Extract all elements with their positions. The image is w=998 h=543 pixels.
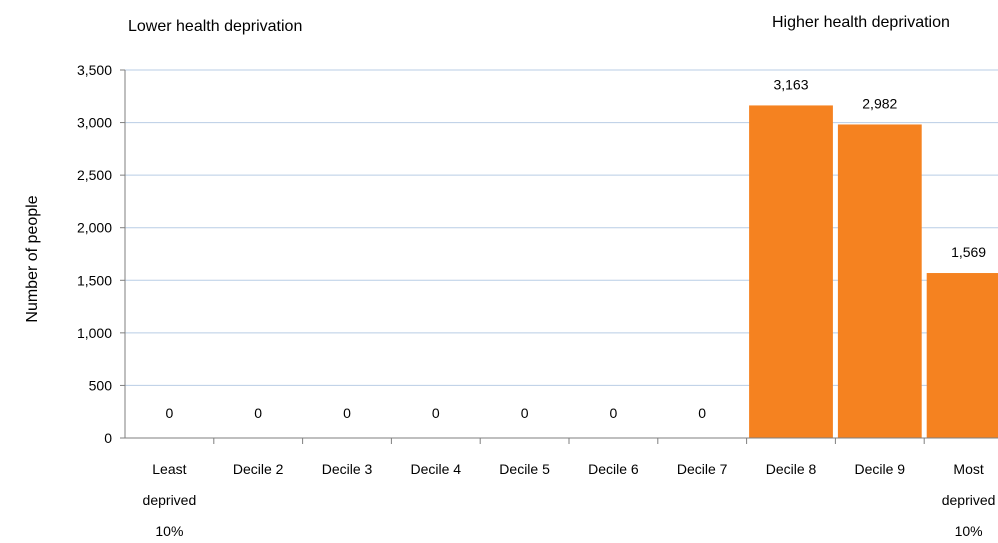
x-tick-label: deprived: [143, 492, 197, 508]
x-tick-label: Decile 8: [766, 461, 817, 477]
x-tick-label: Decile 6: [588, 461, 639, 477]
x-tick-label: Decile 2: [233, 461, 284, 477]
annotation-lower-deprivation: Lower health deprivation: [128, 18, 303, 35]
labels: 0 500 1,000 1,500 2,000 2,500 3,000 3,500 Number…: [24, 62, 995, 539]
x-tick-label: Decile 7: [677, 461, 728, 477]
data-label: 0: [432, 405, 440, 421]
data-label: 2,982: [862, 95, 897, 111]
x-tick-label: Decile 4: [411, 461, 462, 477]
data-label: 0: [698, 405, 706, 421]
y-tick-label: 2,000: [77, 220, 112, 236]
x-tick-label: Most: [953, 461, 983, 477]
bars: [749, 105, 998, 439]
y-tick-label: 0: [104, 430, 112, 446]
x-tick-label: 10%: [955, 523, 983, 539]
y-tick-label: 3,000: [77, 115, 112, 131]
x-tick-label: Decile 9: [855, 461, 906, 477]
y-tick-label: 1,000: [77, 325, 112, 341]
bar: [749, 105, 833, 439]
data-label: 0: [254, 405, 262, 421]
data-label: 3,163: [773, 76, 808, 92]
y-tick-label: 1,500: [77, 272, 112, 288]
x-tick-label: 10%: [155, 523, 183, 539]
x-tick-label: deprived: [942, 492, 996, 508]
x-tick-label: Least: [152, 461, 186, 477]
bar: [926, 273, 998, 438]
y-tick-label: 2,500: [77, 167, 112, 183]
bar: [837, 124, 922, 439]
x-tick-label: Decile 3: [322, 461, 373, 477]
y-axis-title: Number of people: [24, 195, 41, 322]
data-label: 0: [610, 405, 618, 421]
data-label: 1,569: [951, 244, 986, 260]
y-tick-label: 3,500: [77, 62, 112, 78]
data-label: 0: [166, 405, 174, 421]
data-label: 0: [521, 405, 529, 421]
y-tick-label: 500: [89, 377, 113, 393]
annotation-higher-deprivation: Higher health deprivation: [772, 14, 950, 31]
data-label: 0: [343, 405, 351, 421]
x-tick-label: Decile 5: [499, 461, 550, 477]
axes: [120, 69, 998, 444]
